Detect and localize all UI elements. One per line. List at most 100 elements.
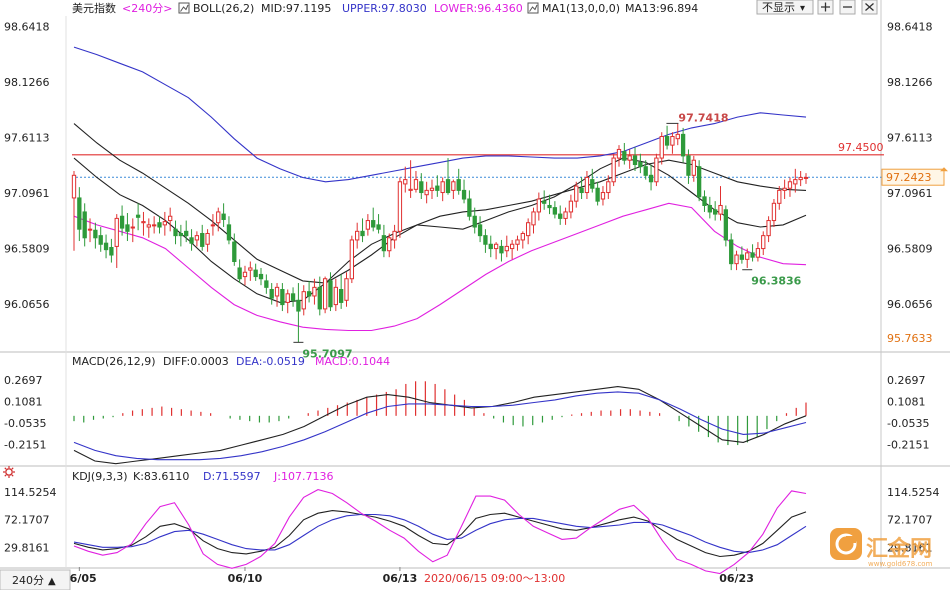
candle[interactable] xyxy=(680,127,686,163)
candle[interactable] xyxy=(729,233,734,271)
candle[interactable] xyxy=(93,222,98,249)
candle[interactable] xyxy=(269,283,274,305)
close-panel-button[interactable] xyxy=(861,0,878,15)
candle[interactable] xyxy=(360,218,365,243)
candle[interactable] xyxy=(787,177,793,197)
candle[interactable] xyxy=(419,173,424,200)
candle[interactable] xyxy=(451,179,456,200)
candle[interactable] xyxy=(349,235,354,284)
candle[interactable] xyxy=(654,153,659,187)
candle[interactable] xyxy=(659,132,664,165)
candle[interactable] xyxy=(403,166,408,193)
candle[interactable] xyxy=(713,201,718,221)
candle[interactable] xyxy=(274,283,280,307)
candle[interactable] xyxy=(184,220,189,243)
candle[interactable] xyxy=(87,218,93,243)
candle[interactable] xyxy=(739,246,745,264)
candle[interactable] xyxy=(547,194,552,215)
candle[interactable] xyxy=(638,153,643,174)
candle[interactable] xyxy=(290,287,296,307)
candle[interactable] xyxy=(750,244,755,262)
candle[interactable] xyxy=(328,272,333,312)
candle[interactable] xyxy=(109,238,114,263)
candle[interactable] xyxy=(606,175,611,200)
candle[interactable] xyxy=(146,218,151,238)
candle[interactable] xyxy=(135,203,141,231)
settings-gear-icon[interactable] xyxy=(3,466,15,478)
candle[interactable] xyxy=(755,242,761,262)
candle[interactable] xyxy=(509,239,515,260)
candle[interactable] xyxy=(408,160,413,198)
candle[interactable] xyxy=(77,187,82,242)
candle[interactable] xyxy=(413,170,419,193)
candle[interactable] xyxy=(285,289,290,314)
candle[interactable] xyxy=(584,170,590,200)
candle[interactable] xyxy=(280,283,285,312)
candle[interactable] xyxy=(488,235,493,258)
candle[interactable] xyxy=(248,261,253,281)
candle[interactable] xyxy=(520,231,525,249)
candle[interactable] xyxy=(734,250,739,271)
candle[interactable] xyxy=(761,231,766,256)
candle[interactable] xyxy=(632,147,638,171)
candle[interactable] xyxy=(493,242,499,260)
candle[interactable] xyxy=(558,205,563,225)
candle[interactable] xyxy=(611,153,616,187)
main-panel[interactable]: 97.4500 97.2423 97.7418 95.7097 96.3836 xyxy=(71,46,948,360)
hide-indicator-button[interactable]: 不显示 ▾ xyxy=(756,0,814,15)
candle[interactable] xyxy=(301,285,306,316)
candle[interactable] xyxy=(221,203,226,228)
candle[interactable] xyxy=(643,160,648,180)
candle[interactable] xyxy=(707,196,712,219)
candle[interactable] xyxy=(552,201,558,219)
candle[interactable] xyxy=(168,207,173,232)
candle[interactable] xyxy=(723,205,729,247)
candle[interactable] xyxy=(568,194,574,219)
candle[interactable] xyxy=(440,177,445,202)
candle[interactable] xyxy=(232,233,237,266)
kdj-panel[interactable] xyxy=(73,489,807,575)
candle[interactable] xyxy=(531,207,536,234)
candle[interactable] xyxy=(563,207,568,225)
candle[interactable] xyxy=(702,190,707,212)
candle[interactable] xyxy=(258,267,264,286)
candle[interactable] xyxy=(338,274,344,309)
candle[interactable] xyxy=(189,229,194,251)
candle[interactable] xyxy=(483,229,488,253)
candle[interactable] xyxy=(151,216,157,234)
candle[interactable] xyxy=(515,235,520,251)
candle[interactable] xyxy=(504,235,509,258)
candle[interactable] xyxy=(162,211,167,236)
zoom-in-button[interactable] xyxy=(817,0,834,15)
candle[interactable] xyxy=(686,149,691,184)
candle[interactable] xyxy=(226,216,232,245)
candle[interactable] xyxy=(376,214,381,234)
candle[interactable] xyxy=(696,160,702,202)
candle[interactable] xyxy=(82,203,87,247)
candle[interactable] xyxy=(467,190,472,221)
candle[interactable] xyxy=(574,181,579,208)
candle[interactable] xyxy=(71,170,77,251)
candle[interactable] xyxy=(526,218,531,245)
candle[interactable] xyxy=(691,155,696,182)
candle[interactable] xyxy=(782,179,787,200)
candle[interactable] xyxy=(664,125,670,150)
candle[interactable] xyxy=(194,231,200,247)
candle[interactable] xyxy=(590,168,595,193)
candle[interactable] xyxy=(98,227,103,252)
candle[interactable] xyxy=(445,158,451,195)
period-select-button[interactable]: 240分 ▲ xyxy=(0,569,71,591)
candle[interactable] xyxy=(200,224,205,251)
candle[interactable] xyxy=(595,181,600,206)
candle[interactable] xyxy=(306,280,312,303)
candle[interactable] xyxy=(157,216,162,234)
zoom-out-button[interactable] xyxy=(839,0,856,15)
candle[interactable] xyxy=(542,190,547,210)
candle[interactable] xyxy=(771,199,777,228)
candle[interactable] xyxy=(296,283,301,343)
candle[interactable] xyxy=(472,207,477,234)
candle[interactable] xyxy=(435,175,440,197)
candle[interactable] xyxy=(242,265,248,286)
candle[interactable] xyxy=(333,278,338,312)
candle[interactable] xyxy=(119,205,125,236)
